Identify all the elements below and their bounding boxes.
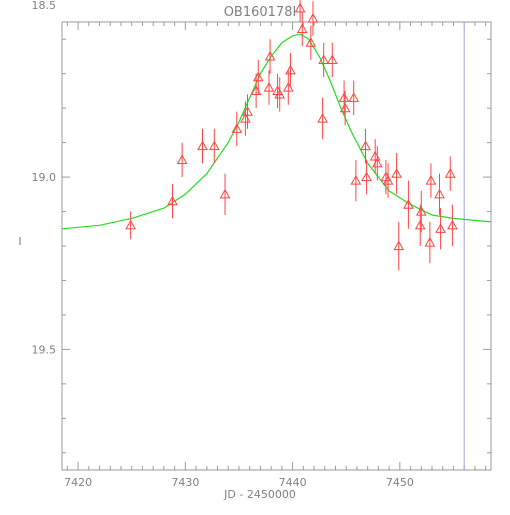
y-tick-label: 19.0 bbox=[32, 171, 57, 184]
data-point bbox=[350, 174, 362, 185]
data-point bbox=[285, 64, 296, 75]
data-point bbox=[361, 171, 372, 182]
y-tick-label: 19.5 bbox=[32, 343, 57, 356]
data-point bbox=[393, 240, 405, 251]
x-axis-label: JD - 2450000 bbox=[223, 488, 296, 501]
data-point bbox=[242, 106, 253, 116]
data-point bbox=[167, 195, 178, 206]
data-point bbox=[219, 188, 231, 199]
data-point bbox=[326, 54, 338, 65]
data-point bbox=[403, 199, 414, 209]
data-point bbox=[447, 219, 458, 230]
model-curve-group bbox=[61, 33, 492, 230]
x-tick-label: 7440 bbox=[279, 476, 307, 489]
data-point bbox=[425, 174, 437, 185]
y-tick-label: 18.5 bbox=[32, 0, 57, 12]
data-point bbox=[296, 23, 308, 33]
data-point bbox=[125, 219, 136, 230]
data-point bbox=[197, 140, 208, 151]
data-points-group bbox=[125, 0, 458, 271]
x-tick-label: 7450 bbox=[386, 476, 414, 489]
data-point bbox=[348, 92, 360, 102]
x-tick-label: 7430 bbox=[171, 476, 199, 489]
data-point bbox=[264, 50, 276, 61]
data-point bbox=[338, 92, 350, 102]
axis-ticks bbox=[62, 22, 491, 470]
data-point bbox=[435, 223, 446, 233]
x-tick-label: 7420 bbox=[64, 476, 92, 489]
y-axis-label: I bbox=[18, 235, 21, 248]
data-point bbox=[424, 237, 436, 247]
data-point bbox=[294, 2, 306, 13]
data-point bbox=[307, 13, 319, 23]
data-point bbox=[274, 88, 286, 99]
data-point bbox=[176, 154, 188, 164]
data-point bbox=[360, 140, 371, 151]
data-point bbox=[252, 71, 264, 82]
data-point bbox=[391, 168, 402, 178]
data-point bbox=[414, 219, 426, 230]
data-point bbox=[434, 188, 445, 199]
data-point bbox=[305, 37, 317, 47]
data-point bbox=[318, 54, 330, 65]
data-point bbox=[263, 81, 275, 92]
data-point bbox=[382, 174, 394, 185]
model-fit-curve bbox=[61, 33, 492, 230]
data-point bbox=[444, 168, 456, 178]
data-point bbox=[231, 123, 243, 133]
data-point bbox=[317, 112, 328, 123]
data-point bbox=[371, 157, 383, 168]
data-point bbox=[415, 206, 427, 216]
data-point bbox=[339, 102, 351, 113]
data-point bbox=[208, 140, 220, 151]
chart-title: OB160178I bbox=[224, 5, 297, 20]
